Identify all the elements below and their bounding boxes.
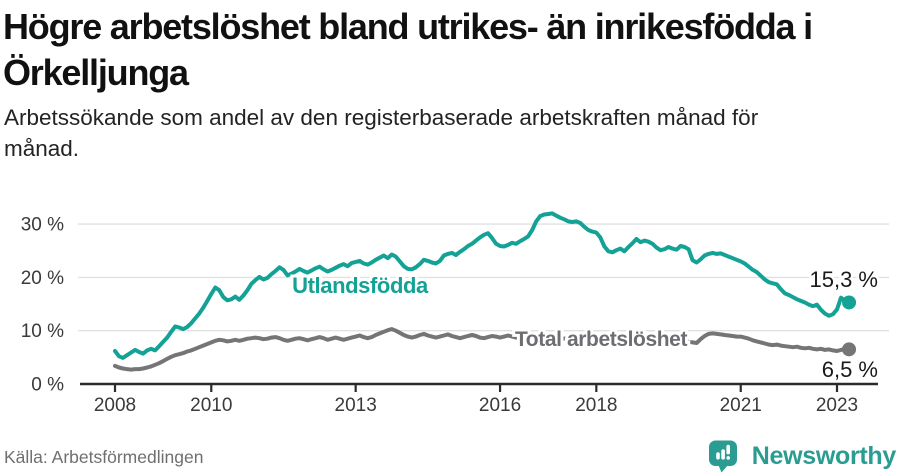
source-text: Källa: Arbetsförmedlingen (4, 447, 204, 467)
page-title-line-2: Örkelljunga (3, 52, 189, 93)
x-axis-label-2018: 2018 (575, 395, 617, 416)
page-subtitle: Arbetssökande som andel av den registerb… (4, 102, 884, 164)
series-end-dot-utlandsfodda (842, 295, 857, 310)
x-axis-label-2008: 2008 (94, 395, 136, 416)
series-line-total (113, 327, 851, 372)
x-axis-label-2010: 2010 (190, 395, 232, 416)
series-line-utlandsfodda (113, 211, 851, 360)
y-axis-label-30: 30 % (21, 215, 64, 236)
end-value-label-total: 6,5 % (822, 357, 878, 382)
x-axis-label-2013: 2013 (335, 395, 377, 416)
page-title: Högre arbetslöshet bland utrikes- än inr… (3, 4, 899, 96)
x-axis-label-2016: 2016 (479, 395, 521, 416)
y-axis-label-0: 0 % (31, 375, 64, 396)
series-label-utlandsfodda: Utlandsfödda (292, 273, 429, 298)
page-title-line-1: Högre arbetslöshet bland utrikes- än inr… (3, 6, 813, 47)
x-axis-label-2021: 2021 (720, 395, 762, 416)
series-label-total: Total arbetslöshet (515, 328, 688, 351)
x-axis-label-2023: 2023 (816, 395, 858, 416)
newsworthy-wordmark: Newsworthy (751, 442, 897, 470)
page-subtitle-line-1: Arbetssökande som andel av den registerb… (4, 105, 759, 130)
end-value-label-utlandsfodda: 15,3 % (810, 267, 879, 292)
page-subtitle-line-2: månad. (4, 136, 80, 161)
y-axis-label-20: 20 % (21, 268, 64, 289)
newsworthy-chart-pin-icon (708, 440, 737, 473)
newsworthy-logo[interactable]: Newsworthy (708, 440, 896, 473)
series-end-dot-total (842, 342, 857, 357)
y-axis-label-10: 10 % (21, 321, 64, 342)
